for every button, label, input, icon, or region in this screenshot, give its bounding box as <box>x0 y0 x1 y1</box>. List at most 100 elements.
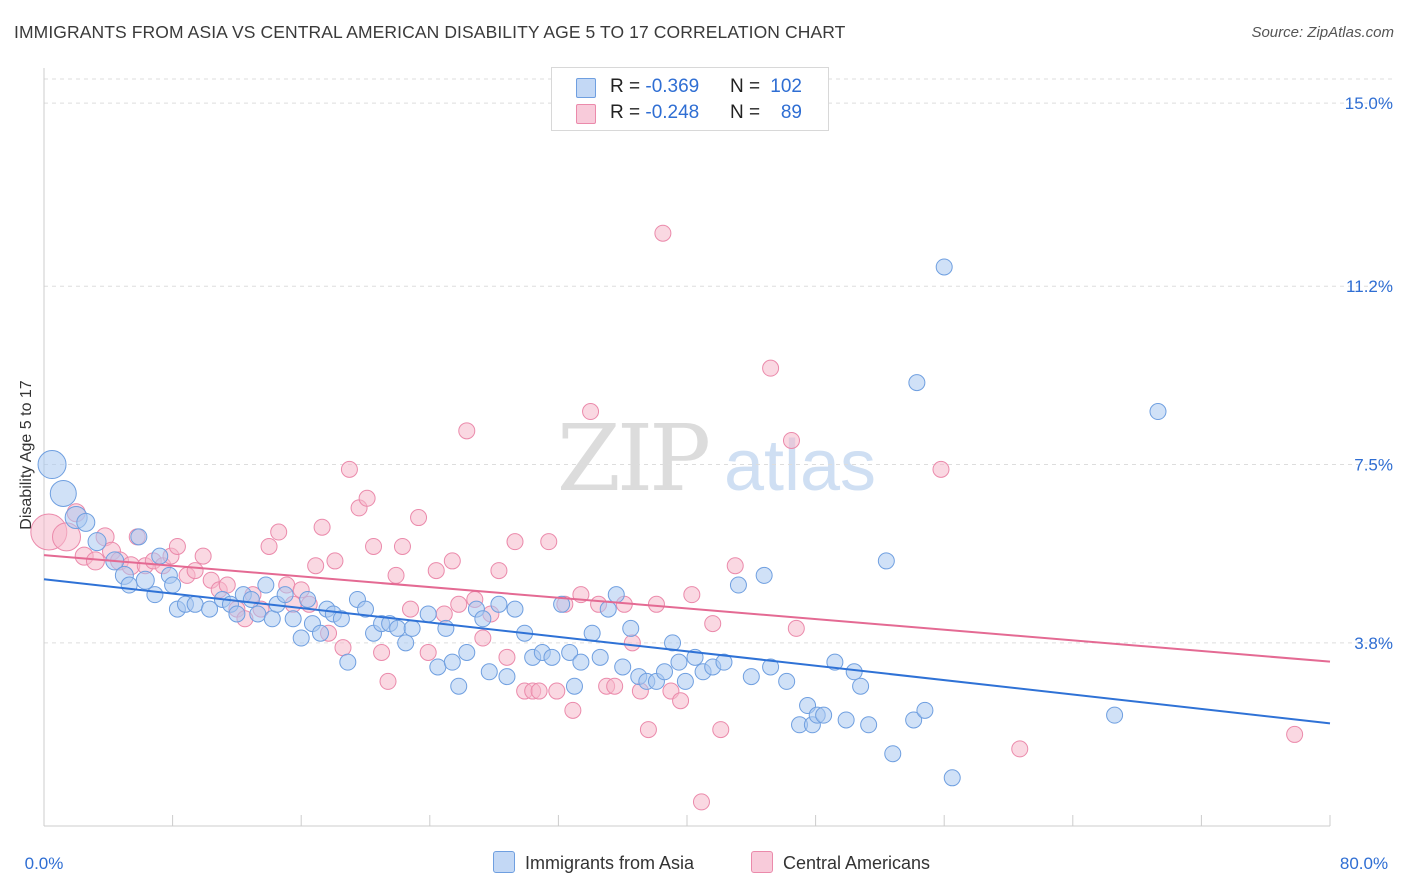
data-point-central <box>358 489 376 507</box>
chart-title: IMMIGRANTS FROM ASIA VS CENTRAL AMERICAN… <box>14 22 846 42</box>
data-point-asia <box>146 586 164 604</box>
data-point-central <box>564 701 582 719</box>
watermark-atlas: atlas <box>724 426 876 506</box>
data-point-central <box>639 721 657 739</box>
data-point-central <box>506 533 524 551</box>
y-tick-label: 3.8% <box>1354 634 1393 653</box>
data-point-central <box>340 460 358 478</box>
data-point-asia <box>151 547 169 565</box>
data-point-asia <box>130 528 148 546</box>
bottom-legend-asia: Immigrants from Asia <box>493 851 694 874</box>
data-point-central <box>932 460 950 478</box>
data-point-central <box>1286 725 1304 743</box>
x-tick-label: 0.0% <box>25 854 64 873</box>
data-point-central <box>410 509 428 527</box>
bottom-legend-label-asia: Immigrants from Asia <box>525 853 695 873</box>
data-point-asia <box>908 374 926 392</box>
data-point-asia <box>607 586 625 604</box>
bottom-legend-label-central: Central Americans <box>783 853 931 873</box>
data-point-asia <box>164 576 182 594</box>
data-point-central <box>623 634 641 652</box>
data-point-central <box>218 576 236 594</box>
data-point-asia <box>778 672 796 690</box>
watermark-zip: ZIP <box>557 405 708 512</box>
data-point-central <box>365 537 383 555</box>
data-point-central <box>379 672 397 690</box>
y-tick-label: 15.0% <box>1345 94 1393 113</box>
data-point-central <box>704 615 722 633</box>
data-point-central <box>647 595 665 613</box>
data-point-central <box>260 537 278 555</box>
data-point-central <box>387 566 405 584</box>
data-point-asia <box>474 610 492 628</box>
x-tick-label: 80.0% <box>1340 854 1388 873</box>
data-point-central <box>373 644 391 662</box>
data-point-asia <box>332 610 350 628</box>
data-point-central <box>582 403 600 421</box>
data-point-asia <box>76 512 96 532</box>
data-point-asia <box>201 600 219 618</box>
data-point-asia <box>49 479 77 507</box>
data-point-asia <box>614 658 632 676</box>
data-point-asia <box>742 668 760 686</box>
data-point-asia <box>845 663 863 681</box>
data-point-asia <box>561 644 579 662</box>
data-point-asia <box>715 653 733 671</box>
data-point-asia <box>905 711 923 729</box>
data-point-central <box>498 648 516 666</box>
data-point-central <box>654 224 672 242</box>
data-point-asia <box>490 595 508 613</box>
data-point-central <box>458 422 476 440</box>
data-point-central <box>402 600 420 618</box>
y-tick-label: 7.5% <box>1354 456 1393 475</box>
data-point-asia <box>257 576 275 594</box>
data-point-asia <box>622 619 640 637</box>
data-point-asia <box>242 590 260 608</box>
data-point-asia <box>826 653 844 671</box>
data-point-central <box>186 562 204 580</box>
data-point-central <box>194 547 212 565</box>
data-point-asia <box>916 701 934 719</box>
data-point-asia <box>498 668 516 686</box>
data-point-central <box>540 533 558 551</box>
data-point-central <box>393 537 411 555</box>
data-point-asia <box>339 653 357 671</box>
data-point-asia <box>591 648 609 666</box>
legend-n-label: N = <box>730 76 761 97</box>
data-point-asia <box>480 663 498 681</box>
data-point-central <box>419 644 437 662</box>
data-point-asia <box>943 769 961 787</box>
legend-r-label: R = <box>610 102 646 123</box>
data-point-central <box>530 682 548 700</box>
data-point-central <box>782 431 800 449</box>
y-tick-label: 11.2% <box>1346 277 1393 296</box>
data-point-asia <box>389 619 407 637</box>
data-point-asia <box>852 677 870 695</box>
data-point-central <box>334 639 352 657</box>
data-point-central <box>270 523 288 541</box>
data-point-asia <box>249 605 267 623</box>
data-point-asia <box>311 624 329 642</box>
data-point-central <box>168 537 186 555</box>
data-point-asia <box>572 653 590 671</box>
legend-swatch-asia <box>576 78 596 98</box>
data-point-asia <box>263 610 281 628</box>
legend-r-label: R = <box>610 76 646 97</box>
bottom-legend-swatch-central <box>751 851 773 873</box>
data-point-central <box>435 605 453 623</box>
data-point-asia <box>935 258 953 276</box>
data-point-asia <box>429 658 447 676</box>
data-point-asia <box>860 716 878 734</box>
data-point-central <box>787 619 805 637</box>
data-point-asia <box>506 600 524 618</box>
data-point-asia <box>877 552 895 570</box>
data-point-central <box>712 721 730 739</box>
data-point-central <box>326 552 344 570</box>
data-point-central <box>672 692 690 710</box>
data-point-asia <box>676 672 694 690</box>
data-point-central <box>683 586 701 604</box>
data-point-central <box>490 562 508 580</box>
data-point-asia <box>458 644 476 662</box>
data-point-central <box>762 359 780 377</box>
